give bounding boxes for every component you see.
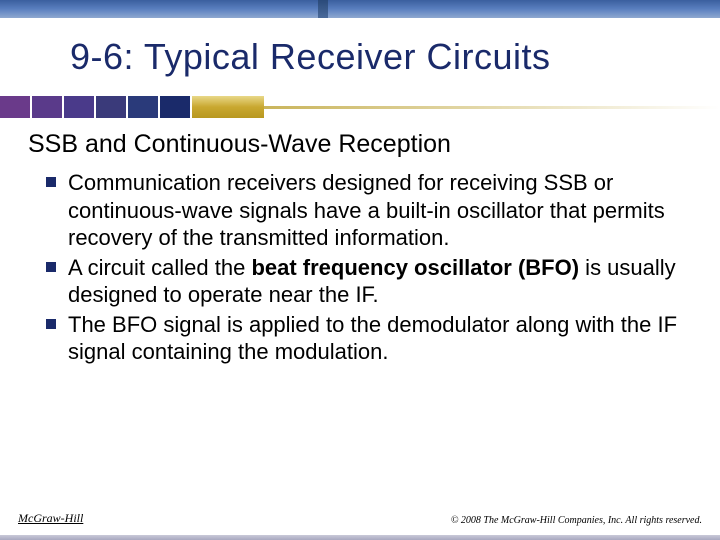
purple-squares [0,96,192,118]
deco-square [160,96,190,118]
bullet-list: Communication receivers designed for rec… [0,165,720,366]
bullet-item: The BFO signal is applied to the demodul… [68,311,680,366]
gold-accent-block [192,96,264,118]
deco-square [0,96,30,118]
title-container: 9-6: Typical Receiver Circuits [0,18,720,88]
top-gradient-bar [0,0,720,18]
footer-copyright: © 2008 The McGraw-Hill Companies, Inc. A… [451,515,702,526]
bottom-edge-bar [0,535,720,540]
bullet-item: A circuit called the beat frequency osci… [68,254,680,309]
decorative-band [0,96,720,118]
deco-square [128,96,158,118]
slide-title: 9-6: Typical Receiver Circuits [70,36,680,78]
footer-publisher: McGraw-Hill [18,511,83,526]
deco-square [64,96,94,118]
bullet-item: Communication receivers designed for rec… [68,169,680,252]
deco-square [96,96,126,118]
slide-subtitle: SSB and Continuous-Wave Reception [0,118,720,165]
deco-square [32,96,62,118]
